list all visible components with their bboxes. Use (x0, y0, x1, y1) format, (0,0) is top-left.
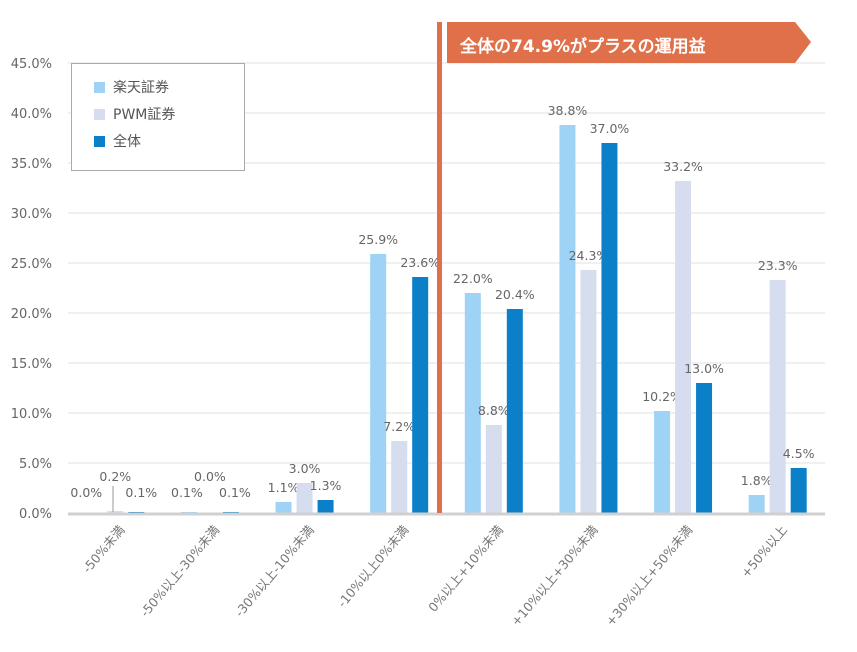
data-label: 7.2% (383, 419, 415, 434)
data-label: 13.0% (684, 361, 724, 376)
data-label: 23.3% (758, 258, 798, 273)
x-tick-label: -10%以上0%未満 (334, 522, 411, 610)
x-tick-label: +50%以上 (738, 522, 790, 580)
x-tick-label: +10%以上+30%未満 (508, 522, 601, 629)
data-label: 1.8% (741, 473, 773, 488)
legend-swatch (94, 108, 105, 120)
bar-0-4 (464, 293, 481, 513)
bar-0-6 (654, 411, 671, 513)
data-label: 3.0% (289, 461, 321, 476)
bar-2-7 (790, 468, 807, 513)
y-tick-label: 30.0% (11, 207, 52, 222)
bar-2-2 (317, 500, 334, 513)
data-label: 0.0% (70, 485, 102, 500)
bar-2-5 (601, 143, 618, 513)
y-tick-label: 25.0% (11, 257, 52, 272)
legend-swatch (94, 135, 105, 147)
data-label: 1.3% (310, 478, 342, 493)
legend-label: PWM証券 (113, 107, 176, 123)
bar-0-3 (370, 254, 387, 513)
data-label: 22.0% (453, 271, 493, 286)
legend-item-pwm: PWM証券 (94, 104, 175, 124)
data-label: 0.1% (171, 485, 203, 500)
legend-item-total: 全体 (94, 131, 141, 151)
data-label: 0.1% (219, 485, 251, 500)
data-label: 4.5% (783, 446, 815, 461)
data-label: 0.1% (125, 485, 157, 500)
bar-1-2 (296, 483, 313, 513)
x-tick-label: -50%未満 (79, 522, 127, 576)
bar-0-7 (748, 495, 765, 513)
divider-line (437, 22, 442, 513)
data-label: 37.0% (590, 121, 630, 136)
bar-2-3 (412, 277, 429, 513)
y-tick-label: 45.0% (11, 57, 52, 72)
x-tick-label: 0%以上+10%未満 (425, 522, 506, 614)
x-tick-label: -30%以上-10%未満 (232, 522, 317, 619)
legend: 楽天証券 PWM証券 全体 (71, 63, 245, 171)
bar-2-6 (696, 383, 713, 513)
bar-1-4 (485, 425, 502, 513)
bar-1-3 (391, 441, 408, 513)
bar-1-0 (107, 511, 124, 513)
data-label: 24.3% (569, 248, 609, 263)
y-tick-label: 0.0% (19, 507, 52, 522)
data-label: 20.4% (495, 287, 535, 302)
annotation-banner (447, 22, 811, 63)
bar-1-6 (675, 181, 692, 513)
x-tick-label: -50%以上-30%未満 (137, 522, 222, 619)
data-label: 1.1% (268, 480, 300, 495)
annotation-banner-text: 全体の74.9%がプラスの運用益 (460, 37, 706, 57)
legend-label: 全体 (113, 134, 141, 150)
data-label: 10.2% (642, 389, 682, 404)
data-label: 38.8% (548, 103, 588, 118)
bar-0-5 (559, 125, 576, 513)
bar-1-7 (769, 280, 786, 513)
bar-0-2 (275, 502, 292, 513)
bar-2-4 (506, 309, 523, 513)
y-tick-label: 40.0% (11, 107, 52, 122)
data-label: 33.2% (663, 159, 703, 174)
y-tick-label: 5.0% (19, 457, 52, 472)
y-tick-label: 35.0% (11, 157, 52, 172)
x-tick-label: +30%以上+50%未満 (603, 522, 696, 629)
y-tick-label: 20.0% (11, 307, 52, 322)
y-tick-label: 10.0% (11, 407, 52, 422)
data-label: 25.9% (358, 232, 398, 247)
data-label: 8.8% (478, 403, 510, 418)
data-label: 0.2% (99, 469, 131, 484)
legend-swatch (94, 81, 105, 93)
bar-1-5 (580, 270, 597, 513)
y-tick-label: 15.0% (11, 357, 52, 372)
legend-item-rakuten: 楽天証券 (94, 77, 169, 97)
data-label: 23.6% (400, 255, 440, 270)
data-label: 0.0% (194, 469, 226, 484)
legend-label: 楽天証券 (113, 80, 169, 96)
